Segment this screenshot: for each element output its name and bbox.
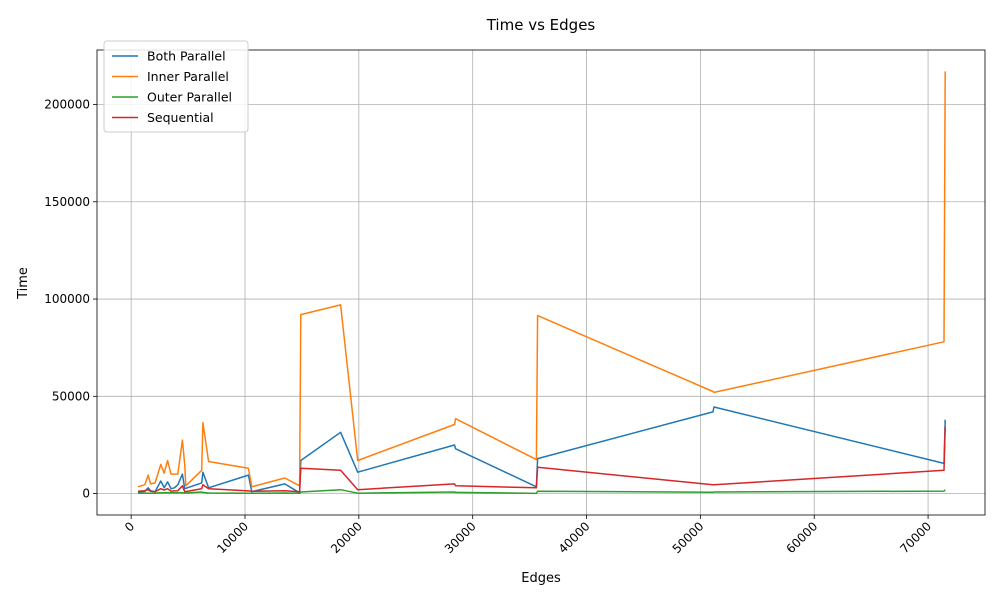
- x-tick-label: 50000: [670, 519, 707, 556]
- y-tick-label: 150000: [44, 195, 90, 209]
- y-tick-label: 0: [82, 487, 90, 501]
- x-tick-label: 10000: [214, 519, 251, 556]
- x-tick-label: 20000: [328, 519, 365, 556]
- series-line-both-parallel: [137, 406, 946, 494]
- y-tick-label: 50000: [52, 389, 90, 403]
- y-tick-label: 100000: [44, 292, 90, 306]
- plot-frame: [96, 49, 986, 516]
- series-lines: [137, 71, 946, 495]
- legend-label-sequential: Sequential: [147, 110, 214, 125]
- legend-label-outer-parallel: Outer Parallel: [147, 90, 232, 105]
- y-tick-label: 200000: [44, 97, 90, 111]
- x-axis-ticks: 0 10000 20000 30000 40000 50000 60000 70000: [122, 515, 934, 556]
- x-axis-label: Edges: [521, 571, 561, 586]
- series-line-outer-parallel: [137, 488, 946, 495]
- gridlines: [97, 50, 985, 515]
- series-line-sequential: [137, 426, 946, 493]
- x-tick-label: 70000: [897, 519, 934, 556]
- x-tick-label: 60000: [783, 519, 820, 556]
- x-tick-label: 30000: [442, 519, 479, 556]
- y-axis-label: Time: [16, 267, 31, 300]
- legend-box: [103, 40, 249, 133]
- y-axis-ticks: 0 50000 100000 150000 200000: [44, 97, 97, 501]
- chart-title: Time vs Edges: [486, 16, 596, 34]
- legend-label-inner-parallel: Inner Parallel: [147, 69, 229, 84]
- legend: Both Parallel Inner Parallel Outer Paralle…: [103, 40, 249, 133]
- legend-label-both-parallel: Both Parallel: [147, 49, 226, 64]
- x-tick-label: 0: [122, 519, 137, 534]
- x-tick-label: 40000: [556, 519, 593, 556]
- series-line-inner-parallel: [137, 71, 946, 488]
